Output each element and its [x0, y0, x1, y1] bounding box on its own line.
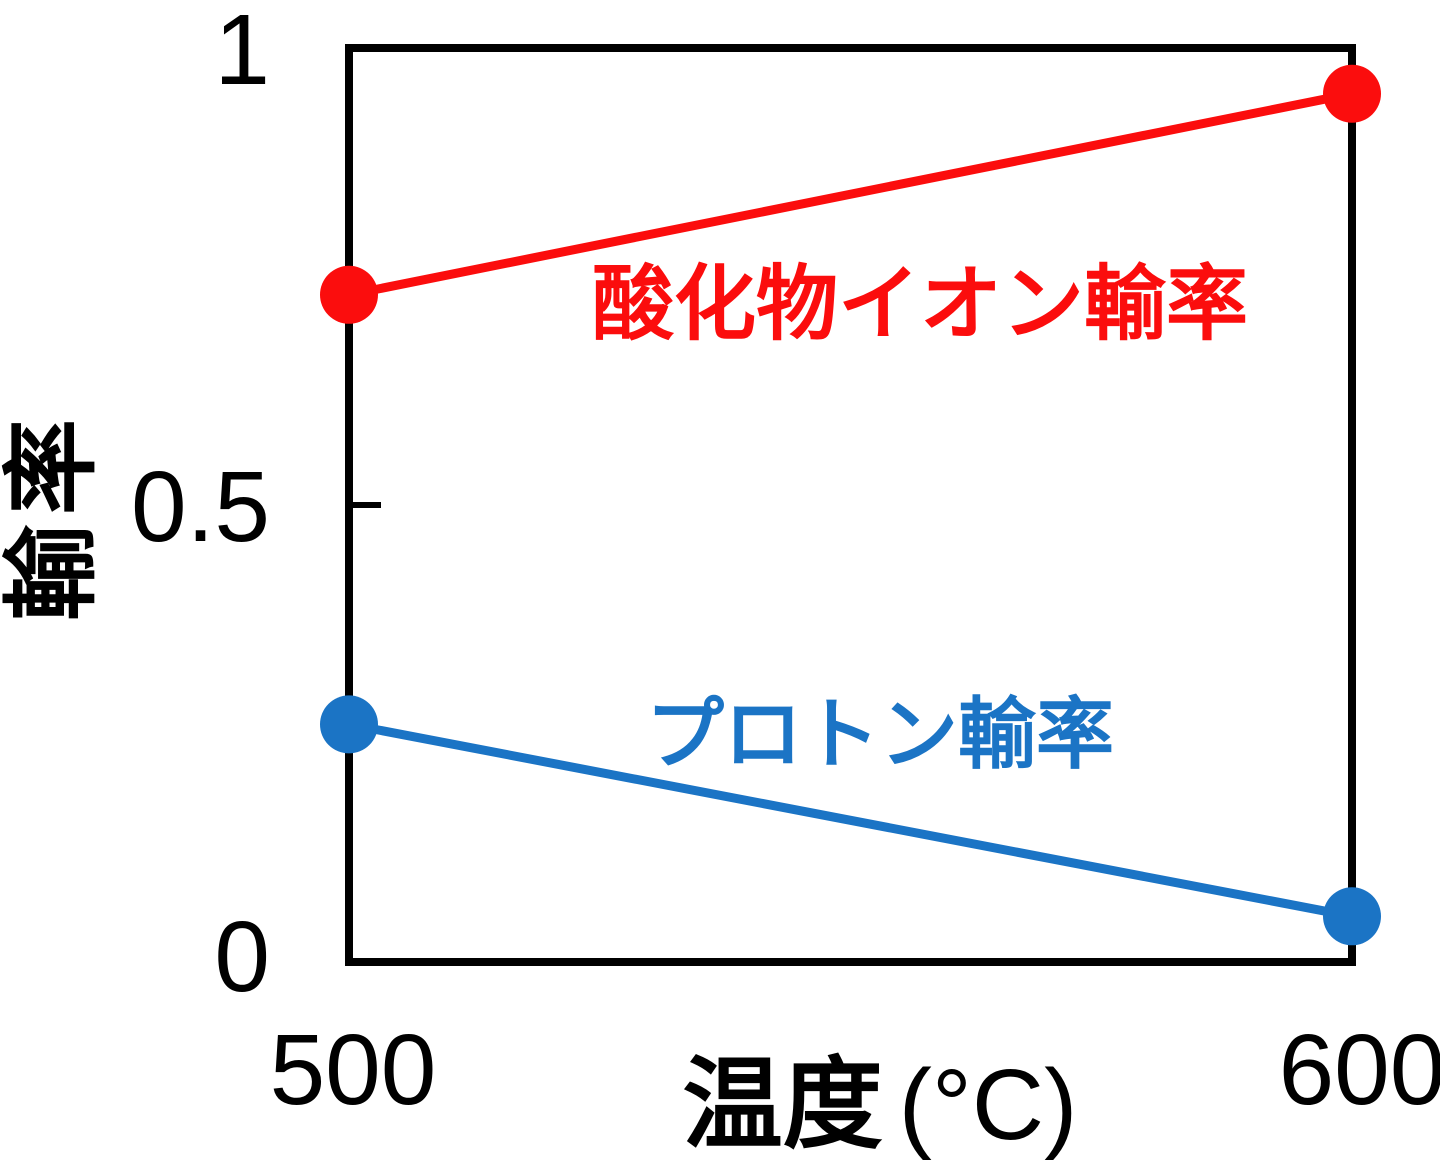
x-axis-title-unit: (°C): [898, 1049, 1078, 1161]
y-tick-label-1: 1: [214, 0, 270, 106]
x-tick-label-500: 500: [269, 1014, 437, 1126]
x-axis-title: 温度 (°C): [590, 1048, 1170, 1163]
series-label-proton: プロトン輸率: [645, 690, 1114, 778]
series-label-oxide-ion: 酸化物イオン輸率: [591, 259, 1248, 350]
y-tick-label-0: 0: [214, 901, 270, 1013]
x-axis-title-text: 温度: [682, 1049, 883, 1161]
y-axis-title: 輸率: [0, 409, 106, 621]
x-tick-label-600: 600: [1278, 1014, 1440, 1126]
y-tick-label-0-5: 0.5: [130, 451, 270, 563]
